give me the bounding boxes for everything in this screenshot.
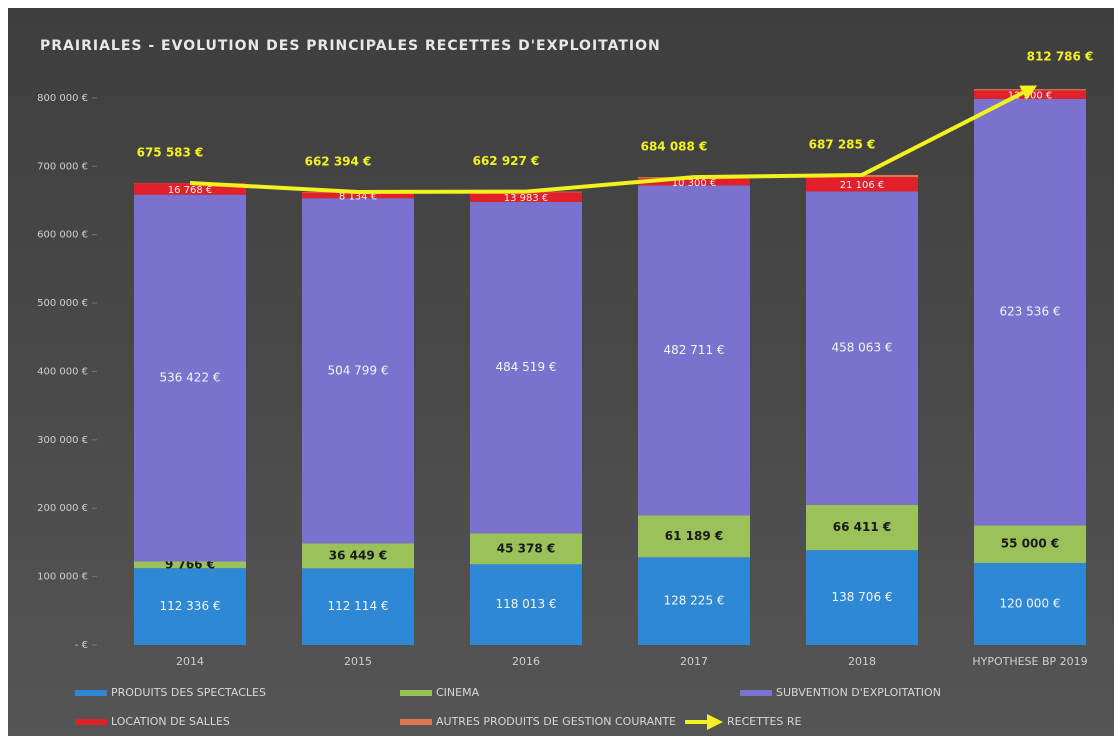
data-label: 55 000 € [1001,537,1059,551]
bar-segment [974,98,1086,526]
line-series [189,85,1038,194]
x-tick-label: 2017 [680,655,708,668]
line-label: 684 088 € [641,140,708,154]
data-label: 112 114 € [327,599,388,613]
bar-segment [638,185,750,516]
y-tick-label: 600 000 € [37,230,88,241]
bar-segment [638,178,750,186]
line-label: 687 285 € [809,137,876,151]
data-label: 128 225 € [663,594,724,608]
chart-title: PRAIRIALES - EVOLUTION DES PRINCIPALES R… [40,38,661,54]
data-label: 61 189 € [665,529,723,543]
data-label: 21 106 € [840,180,885,191]
y-tick-label: 300 000 € [37,435,88,446]
y-tick-label: 200 000 € [37,503,88,514]
line-label: 812 786 € [1027,50,1094,64]
data-label: 16 768 € [168,185,213,196]
bar-segment [470,533,582,565]
legend-symbol [740,690,772,696]
y-tick-label: - € [75,640,88,651]
bar-segment [974,562,1086,645]
data-label: 138 706 € [831,590,892,604]
data-label: 623 536 € [999,305,1060,319]
x-tick-label: 2015 [344,655,372,668]
bar-segment [302,198,414,544]
data-label: 13 983 € [504,193,549,204]
data-label: 482 711 € [663,343,724,357]
bar-segment [134,194,246,562]
y-tick-label: 400 000 € [37,366,88,377]
bar-segment [134,561,246,569]
bar-segment [470,201,582,534]
legend-symbol [75,690,107,696]
y-tick-label: 700 000 € [37,161,88,172]
bar-segment [806,504,918,551]
bar-segment [638,557,750,645]
legend-symbol [400,719,432,725]
line-label: 662 394 € [305,154,372,168]
y-tick-label: 800 000 € [37,93,88,104]
x-tick-label: 2016 [512,655,540,668]
data-label: 484 519 € [495,360,556,374]
data-label: 66 411 € [833,520,891,534]
data-label: 536 422 € [159,371,220,385]
legend-symbol [75,719,107,725]
x-tick-label: HYPOTHESE BP 2019 [972,655,1087,668]
data-label: 504 799 € [327,363,388,377]
bar-segment [638,515,750,558]
data-label: 120 000 € [999,596,1060,610]
bar-segment [806,191,918,505]
bar-segment [974,525,1086,563]
bar-segment [470,192,582,202]
bar-segment [302,543,414,569]
legend-label: PRODUITS DES SPECTACLES [111,686,266,699]
bar-segment [302,568,414,645]
legend-label: AUTRES PRODUITS DE GESTION COURANTE [436,715,676,728]
data-label: 458 063 € [831,341,892,355]
x-tick-label: 2014 [176,655,204,668]
legend-label: CINEMA [436,686,480,699]
y-tick-label: 500 000 € [37,298,88,309]
x-tick-label: 2018 [848,655,876,668]
data-label: 45 378 € [497,541,555,555]
line-label: 675 583 € [137,145,204,159]
bar-segment [302,192,414,199]
legend-label: LOCATION DE SALLES [111,715,230,728]
legend-label: RECETTES RE [727,715,802,728]
line-label: 662 927 € [473,154,540,168]
data-label: 10 300 € [672,178,717,189]
data-label: 36 449 € [329,548,387,562]
bar-segment [806,550,918,645]
y-tick-label: 100 000 € [37,572,88,583]
data-label: 118 013 € [495,597,556,611]
legend-label: SUBVENTION D'EXPLOITATION [776,686,941,699]
bar-segment [134,568,246,645]
data-label: 8 134 € [339,191,377,202]
bar-segment [470,564,582,645]
bar-segment [806,177,918,192]
bar-segment [134,183,246,195]
data-label: 112 336 € [159,599,220,613]
legend-symbol [400,690,432,696]
